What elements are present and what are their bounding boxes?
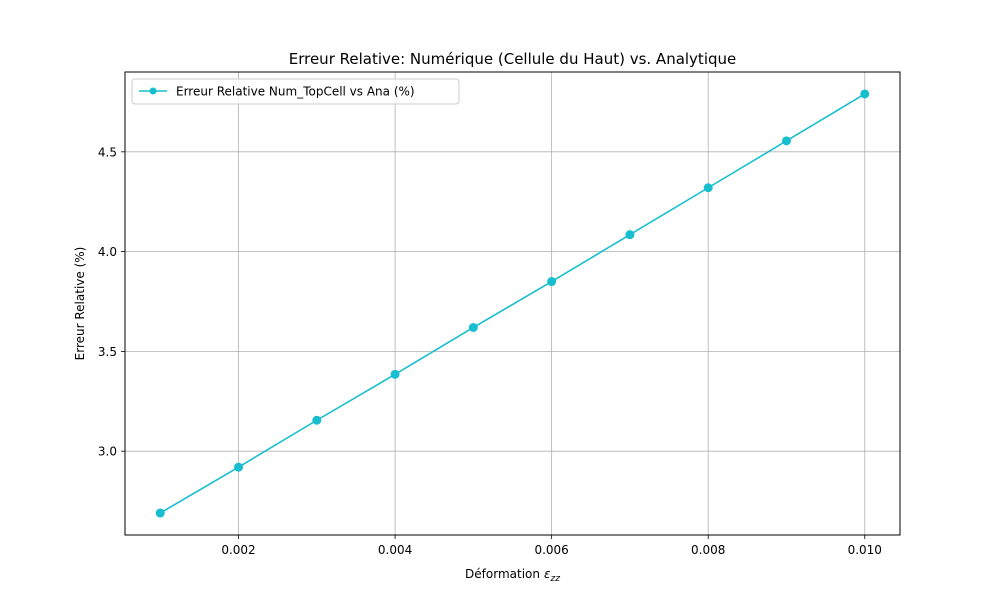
- y-tick-label: 3.5: [98, 345, 117, 359]
- data-point: [781, 136, 791, 146]
- data-point: [703, 183, 713, 193]
- data-point: [860, 89, 870, 99]
- data-point: [155, 508, 165, 518]
- data-point: [468, 322, 478, 332]
- x-tick-label: 0.008: [691, 543, 725, 557]
- data-point: [390, 369, 400, 379]
- x-axis-label-subscript: zz: [550, 574, 561, 584]
- data-point: [312, 415, 322, 425]
- x-tick-label: 0.010: [848, 543, 882, 557]
- y-tick-label: 4.5: [98, 145, 117, 159]
- axis-ticks: 0.002 0.004 0.006 0.008 0.010 3.0 3.5 4.0 4.5: [98, 145, 882, 557]
- data-point: [234, 462, 244, 472]
- y-tick-label: 4.0: [98, 245, 117, 259]
- y-tick-label: 3.0: [98, 445, 117, 459]
- x-axis-label: Déformation εzz: [465, 567, 560, 584]
- x-tick-label: 0.004: [378, 543, 412, 557]
- chart-title: Erreur Relative: Numérique (Cellule du H…: [289, 50, 737, 68]
- grid-lines: [125, 72, 900, 535]
- series-group: [155, 89, 870, 518]
- x-tick-label: 0.002: [221, 543, 255, 557]
- legend-series-label: Erreur Relative Num_TopCell vs Ana (%): [176, 85, 415, 99]
- y-axis-label: Erreur Relative (%): [73, 247, 87, 361]
- series-line: [159, 93, 866, 514]
- legend: Erreur Relative Num_TopCell vs Ana (%): [131, 78, 460, 105]
- plot-area-frame: [124, 71, 901, 536]
- x-axis-label-text: Déformation: [465, 567, 540, 581]
- x-tick-label: 0.006: [534, 543, 568, 557]
- x-axis-label-symbol: ε: [544, 567, 551, 581]
- legend-box: [131, 78, 460, 105]
- data-point: [547, 277, 557, 287]
- data-point: [625, 230, 635, 240]
- legend-marker-swatch: [149, 87, 157, 95]
